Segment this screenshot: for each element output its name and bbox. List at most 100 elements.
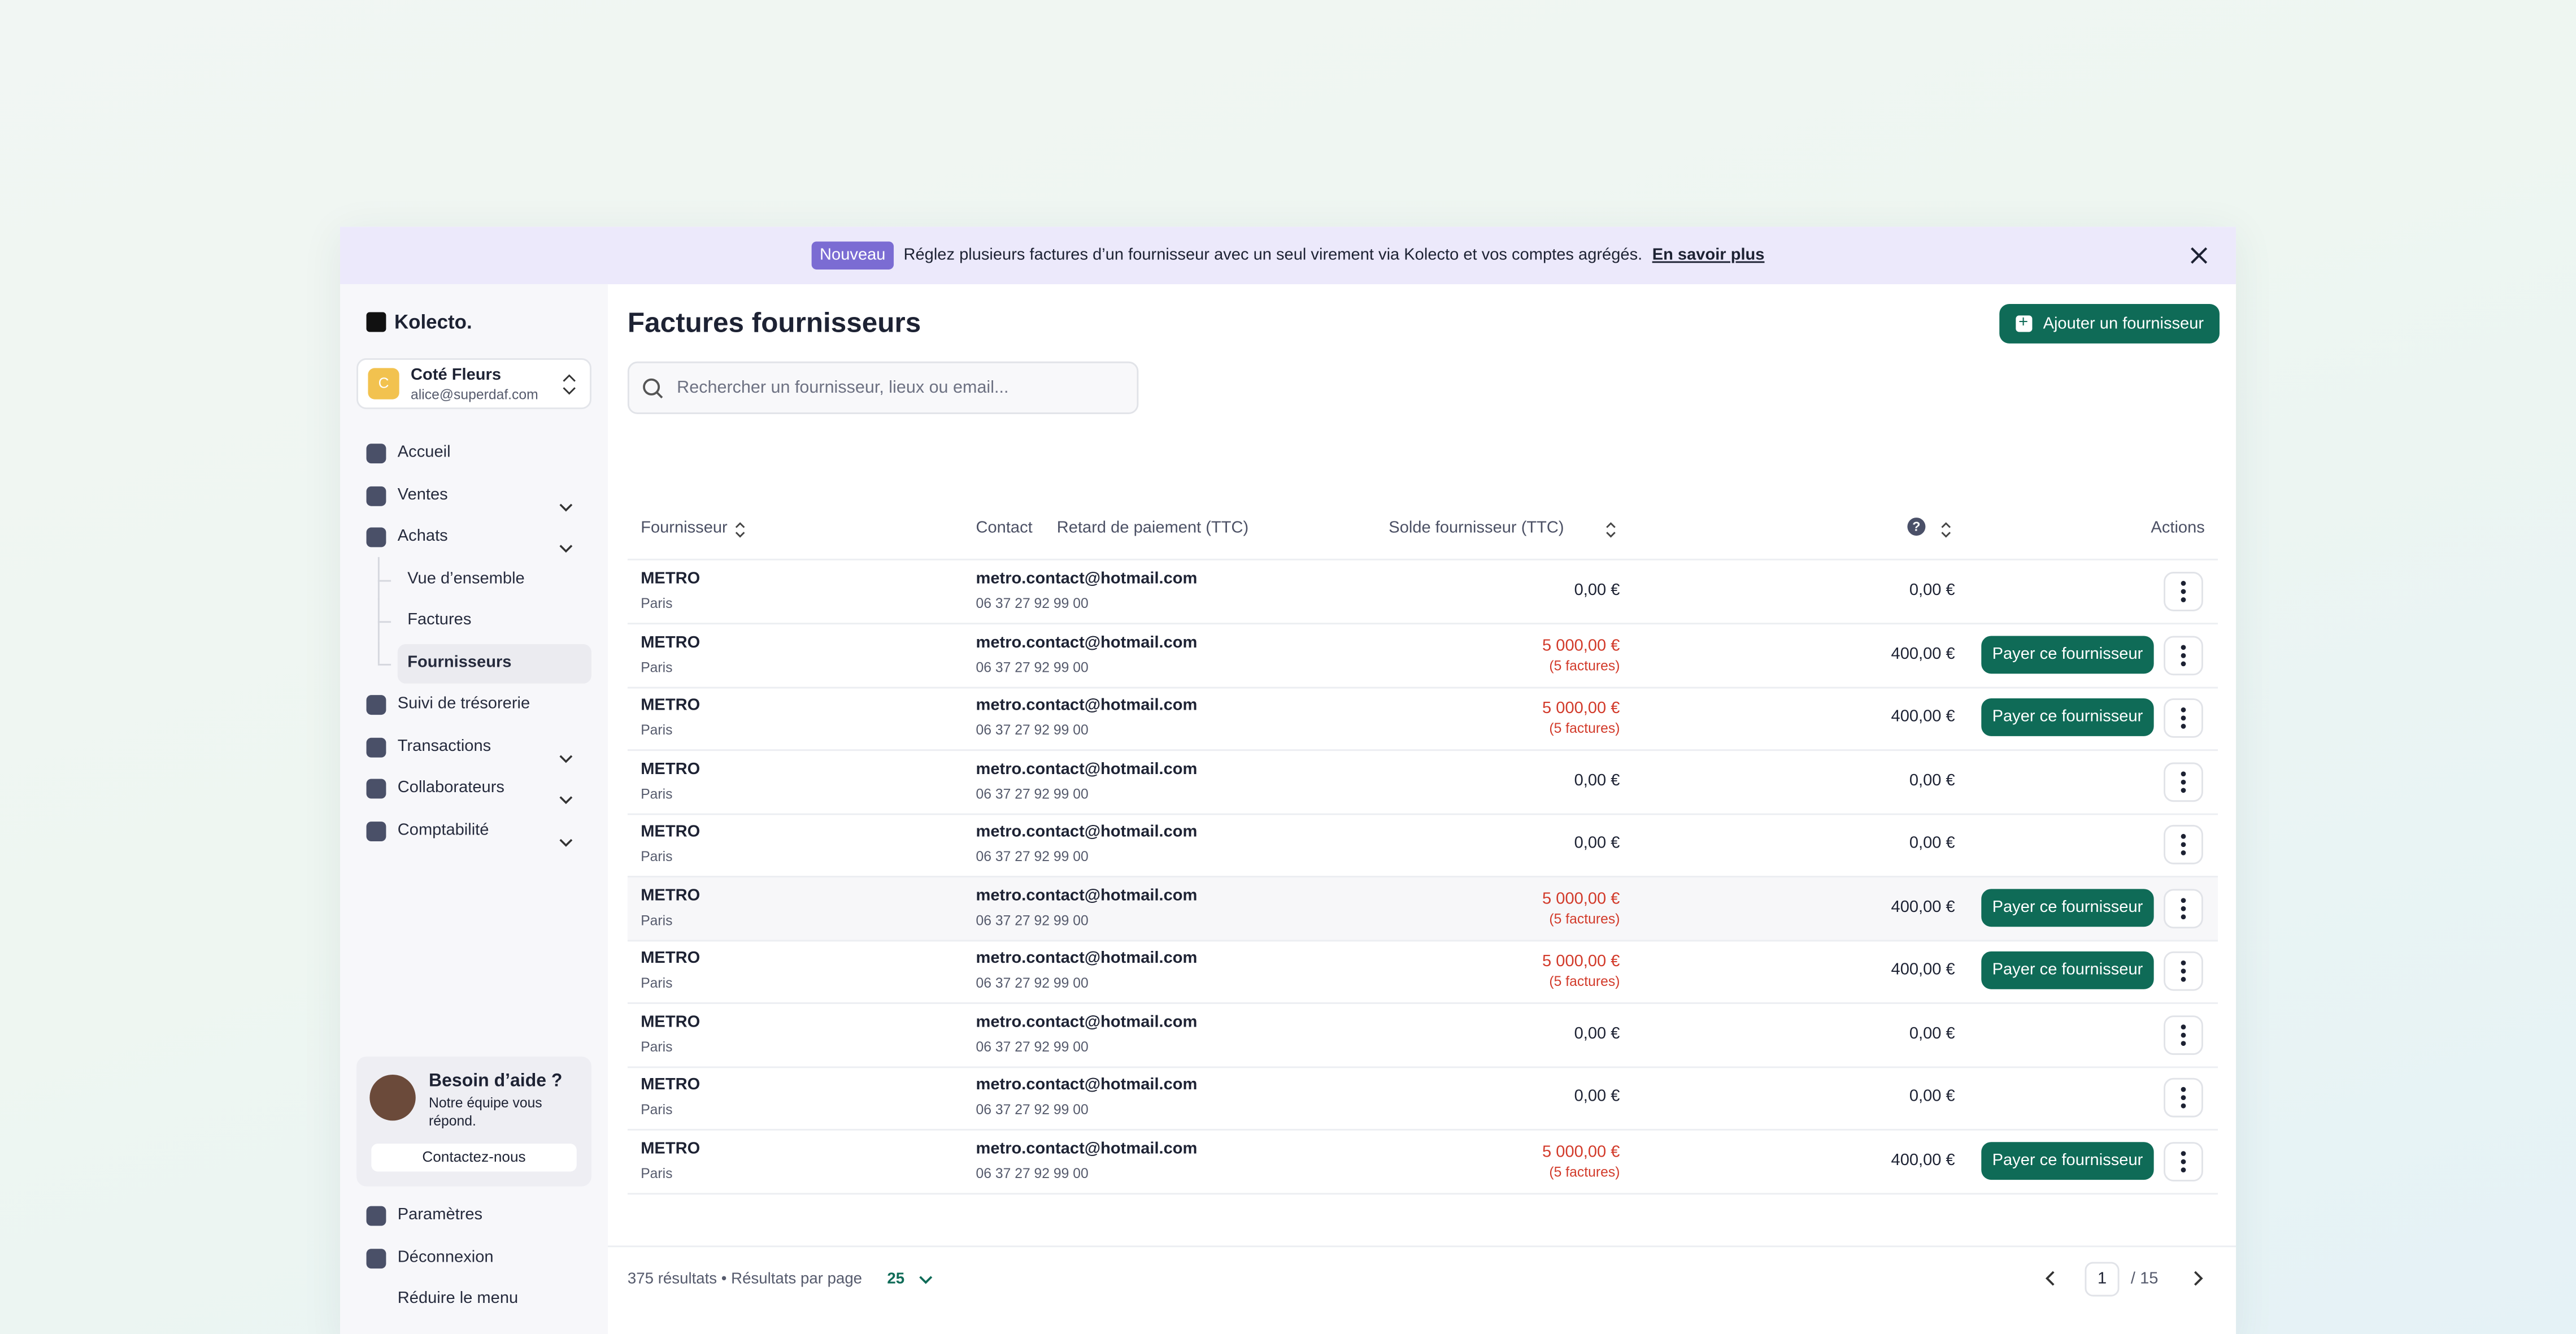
add-button[interactable]: + Ajouter un fournisseur xyxy=(1999,304,2220,344)
payment-delay: 0,00 € xyxy=(1574,1024,1620,1043)
supplier-city: Paris xyxy=(641,784,673,801)
delay-invoices: (5 factures) xyxy=(1549,1162,1620,1179)
help-text: Notre équipe vous répond. xyxy=(429,1094,542,1129)
nav-item[interactable]: Ventes xyxy=(397,485,448,504)
page-input[interactable]: 1 xyxy=(2085,1262,2120,1297)
balance: 400,00 € xyxy=(1891,1151,1955,1170)
payment-delay: 5 000,00 € xyxy=(1542,699,1620,718)
page-title: Factures fournisseurs xyxy=(627,307,921,339)
nav-item[interactable]: Achats xyxy=(397,527,448,546)
more-button[interactable] xyxy=(2164,572,2203,611)
delay-invoices: (5 factures) xyxy=(1549,909,1620,926)
bottom-item[interactable]: Paramètres xyxy=(397,1206,483,1224)
nav-item[interactable]: Collaborateurs xyxy=(397,779,504,797)
nav-subitem[interactable]: Factures xyxy=(407,611,472,629)
contact-phone: 06 37 27 92 99 00 xyxy=(976,594,1089,611)
balance: 0,00 € xyxy=(1909,771,1955,790)
banner-link[interactable]: En savoir plus xyxy=(1652,246,1765,265)
supplier-city: Paris xyxy=(641,658,673,675)
delay-invoices: (5 factures) xyxy=(1549,656,1620,673)
prev-page[interactable] xyxy=(2044,1270,2055,1287)
search-icon xyxy=(643,378,663,399)
contact-phone: 06 37 27 92 99 00 xyxy=(976,658,1089,675)
more-button[interactable] xyxy=(2164,635,2203,675)
bottom-icon xyxy=(367,1290,386,1310)
supplier-city: Paris xyxy=(641,848,673,864)
supplier-name: METRO xyxy=(641,1139,700,1158)
nav-item[interactable]: Suivi de trésorerie xyxy=(397,695,530,714)
row-divider xyxy=(627,1128,2218,1131)
results-text: 375 résultats • Résultats par page xyxy=(627,1270,863,1289)
payment-delay: 0,00 € xyxy=(1574,1088,1620,1106)
tree-line xyxy=(377,663,391,665)
page-count: / 15 xyxy=(2130,1270,2159,1289)
per-page-chevron xyxy=(919,1276,933,1284)
more-button[interactable] xyxy=(2164,888,2203,928)
chevron xyxy=(559,490,573,511)
contact-phone: 06 37 27 92 99 00 xyxy=(976,911,1089,928)
more-button[interactable] xyxy=(2164,1014,2203,1054)
pay-button[interactable]: Payer ce fournisseur xyxy=(1981,951,2154,989)
payment-delay: 5 000,00 € xyxy=(1542,636,1620,655)
logo-mark xyxy=(366,312,386,332)
nav-icon xyxy=(366,695,386,715)
row-divider xyxy=(627,686,2218,688)
pay-button[interactable]: Payer ce fournisseur xyxy=(1981,888,2154,926)
pay-button[interactable]: Payer ce fournisseur xyxy=(1981,698,2154,736)
balance: 400,00 € xyxy=(1891,898,1955,916)
payment-delay: 0,00 € xyxy=(1574,581,1620,600)
more-button[interactable] xyxy=(2164,1141,2203,1181)
balance: 0,00 € xyxy=(1909,1024,1955,1043)
supplier-name: METRO xyxy=(641,1013,700,1031)
more-button[interactable] xyxy=(2164,1077,2203,1118)
contact-email: metro.contact@hotmail.com xyxy=(976,823,1198,841)
bottom-item[interactable]: Déconnexion xyxy=(397,1248,494,1266)
nav-subitem[interactable]: Vue d’ensemble xyxy=(407,569,525,588)
close-icon[interactable] xyxy=(2190,246,2208,264)
pay-button[interactable]: Payer ce fournisseur xyxy=(1981,635,2154,673)
bottom-icon xyxy=(366,1206,386,1226)
more-button[interactable] xyxy=(2164,951,2203,991)
search[interactable]: Rechercher un fournisseur, lieux ou emai… xyxy=(627,361,1139,414)
per-page[interactable]: 25 xyxy=(887,1270,905,1289)
badge: Nouveau xyxy=(811,241,894,270)
nav-selected xyxy=(397,643,591,683)
contact-phone: 06 37 27 92 99 00 xyxy=(976,1101,1089,1118)
help-title: Besoin d’aide ? xyxy=(429,1071,563,1092)
row-divider xyxy=(627,1192,2218,1194)
nav-item[interactable]: Accueil xyxy=(397,444,451,462)
company-name: Coté Fleurs xyxy=(411,366,502,385)
tree-line xyxy=(377,621,391,623)
more-button[interactable] xyxy=(2164,698,2203,738)
supplier-city: Paris xyxy=(641,1101,673,1118)
supplier-city: Paris xyxy=(641,594,673,611)
tree-line xyxy=(377,598,380,641)
next-page[interactable] xyxy=(2193,1270,2204,1287)
contact-email: metro.contact@hotmail.com xyxy=(976,886,1198,905)
supplier-name: METRO xyxy=(641,949,700,968)
nav-icon xyxy=(366,444,386,464)
contact-phone: 06 37 27 92 99 00 xyxy=(976,721,1089,738)
company-selector[interactable]: C Coté Fleurs alice@superdaf.com xyxy=(356,358,591,410)
help-card: Besoin d’aide ? Notre équipe vous répond… xyxy=(356,1056,591,1187)
payment-delay: 0,00 € xyxy=(1574,835,1620,853)
column-header: Contact xyxy=(976,519,1033,537)
pay-button[interactable]: Payer ce fournisseur xyxy=(1981,1141,2154,1179)
row-divider xyxy=(627,749,2218,751)
more-button[interactable] xyxy=(2164,824,2203,864)
bottom-item[interactable]: Réduire le menu xyxy=(397,1289,519,1308)
nav-item[interactable]: Comptabilité xyxy=(397,820,489,839)
header-divider xyxy=(627,558,2218,560)
supplier-name: METRO xyxy=(641,886,700,905)
tree-line xyxy=(377,556,380,599)
sort-icon xyxy=(1605,518,1616,538)
more-button[interactable] xyxy=(2164,761,2203,801)
nav-subitem[interactable]: Fournisseurs xyxy=(407,653,512,671)
help-icon: ? xyxy=(1907,518,1926,536)
tree-line xyxy=(377,640,380,663)
row-divider xyxy=(627,812,2218,815)
nav-icon xyxy=(366,779,386,799)
nav-item[interactable]: Transactions xyxy=(397,737,491,755)
help-button[interactable]: Contactez-nous xyxy=(371,1144,577,1172)
